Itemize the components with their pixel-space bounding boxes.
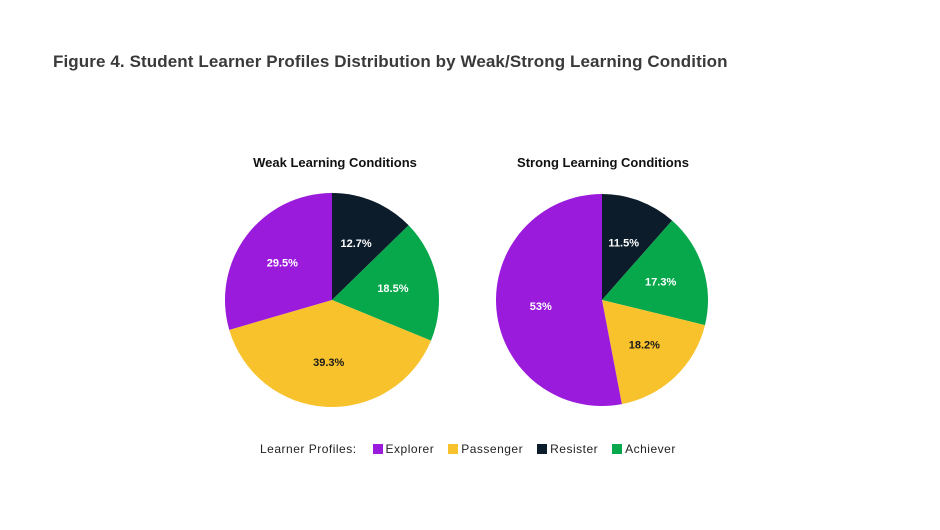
- legend-item-passenger: Passenger: [448, 442, 523, 456]
- pie-slice-passenger: [229, 300, 431, 407]
- pie-slice-passenger: [602, 300, 705, 405]
- strong-pie-title: Strong Learning Conditions: [517, 155, 689, 170]
- legend-item-achiever: Achiever: [612, 442, 676, 456]
- slice-label-passenger: 18.2%: [629, 340, 660, 352]
- pie-slice-resister: [332, 193, 409, 300]
- explorer-swatch-icon: [372, 444, 383, 454]
- slice-label-resister: 12.7%: [341, 238, 372, 250]
- passenger-swatch-icon: [448, 444, 459, 454]
- legend-item-explorer: Explorer: [372, 442, 435, 456]
- resister-swatch-icon: [537, 444, 548, 454]
- slice-label-explorer: 29.5%: [267, 258, 298, 270]
- slice-label-achiever: 18.5%: [377, 283, 408, 295]
- slice-label-resister: 11.5%: [608, 237, 639, 249]
- slice-label-explorer: 53%: [530, 301, 552, 313]
- pie-slice-achiever: [602, 220, 708, 326]
- figure-title: Figure 4. Student Learner Profiles Distr…: [53, 52, 728, 71]
- strong-conditions-pie: 11.5% 17.3% 18.2% 53%: [496, 194, 708, 406]
- weak-pie-title: Weak Learning Conditions: [253, 155, 417, 170]
- legend: Learner Profiles: Explorer Passenger Res…: [260, 442, 690, 456]
- weak-conditions-pie: 12.7% 18.5% 39.3% 29.5%: [225, 193, 439, 407]
- legend-item-resister: Resister: [537, 442, 598, 456]
- slice-label-passenger: 39.3%: [313, 357, 344, 369]
- pie-slice-resister: [602, 194, 673, 300]
- pie-slice-achiever: [332, 225, 439, 341]
- achiever-swatch-icon: [612, 444, 623, 454]
- pie-slice-explorer: [225, 193, 332, 330]
- slice-label-achiever: 17.3%: [645, 277, 676, 289]
- pie-slice-explorer: [496, 194, 622, 406]
- legend-label: Learner Profiles:: [260, 442, 357, 456]
